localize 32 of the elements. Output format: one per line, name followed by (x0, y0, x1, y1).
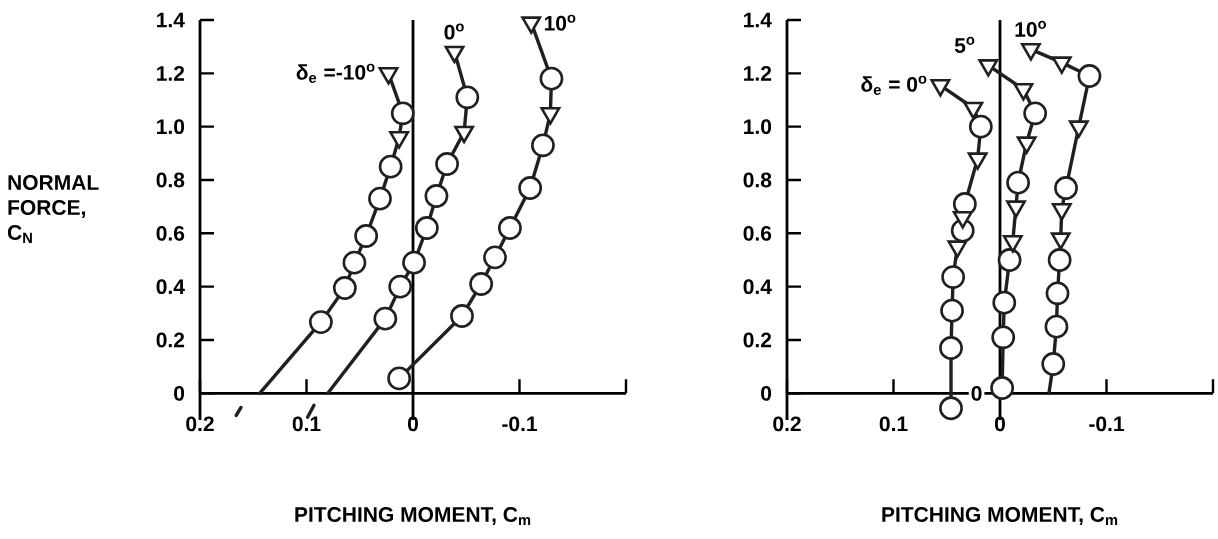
y-tick-label: 0.2 (743, 332, 772, 348)
x-axis-title: PITCHING MOMENT, C$_{m}$ (295, 507, 531, 525)
y-tick-label: 1.4 (744, 12, 772, 28)
x-tick-label: 0.1 (292, 416, 321, 432)
annotation: 0 (971, 385, 982, 401)
x-tick-label: -0.1 (1089, 416, 1124, 432)
y-tick-label: 1.0 (157, 119, 185, 135)
y-tick-label: 0.4 (156, 279, 185, 295)
y-tick-label: 0.6 (743, 225, 772, 241)
series-label: 10$^{o}$ (544, 14, 576, 31)
y-tick-label: 0.6 (156, 225, 185, 241)
x-tick-label: -0.1 (502, 416, 537, 432)
x-axis-title: PITCHING MOMENT, C$_{m}$ (882, 507, 1118, 525)
y-tick-label: 0 (174, 385, 185, 401)
y-tick-label: 1.2 (744, 66, 772, 81)
y-tick-label: 1.2 (157, 66, 185, 81)
x-tick-label: 0.2 (186, 416, 214, 432)
series-label: 10$^{o}$ (1015, 20, 1046, 37)
y-axis-title: NORMAL FORCE, C$_{N}$ (7, 175, 99, 243)
y-tick-label: 0.4 (743, 279, 772, 295)
series-label: 0$^{o}$ (444, 23, 464, 40)
y-tick-label: 0 (761, 385, 772, 401)
y-tick-label: 0.8 (743, 172, 772, 188)
series-label: δ$_{e}$ = 0$^{o}$ (861, 75, 927, 95)
y-tick-label: 1.4 (157, 12, 185, 28)
y-tick-label: 0.2 (156, 332, 185, 348)
y-tick-label: 0.8 (156, 172, 185, 188)
x-tick-label: 0.2 (773, 416, 801, 432)
series-label: δ$_{e}$ =-10$^{o}$ (296, 63, 375, 83)
y-tick-label: 1.0 (744, 119, 772, 135)
x-tick-label: 0.1 (879, 416, 908, 432)
series-label: 5$^{o}$ (954, 36, 975, 53)
